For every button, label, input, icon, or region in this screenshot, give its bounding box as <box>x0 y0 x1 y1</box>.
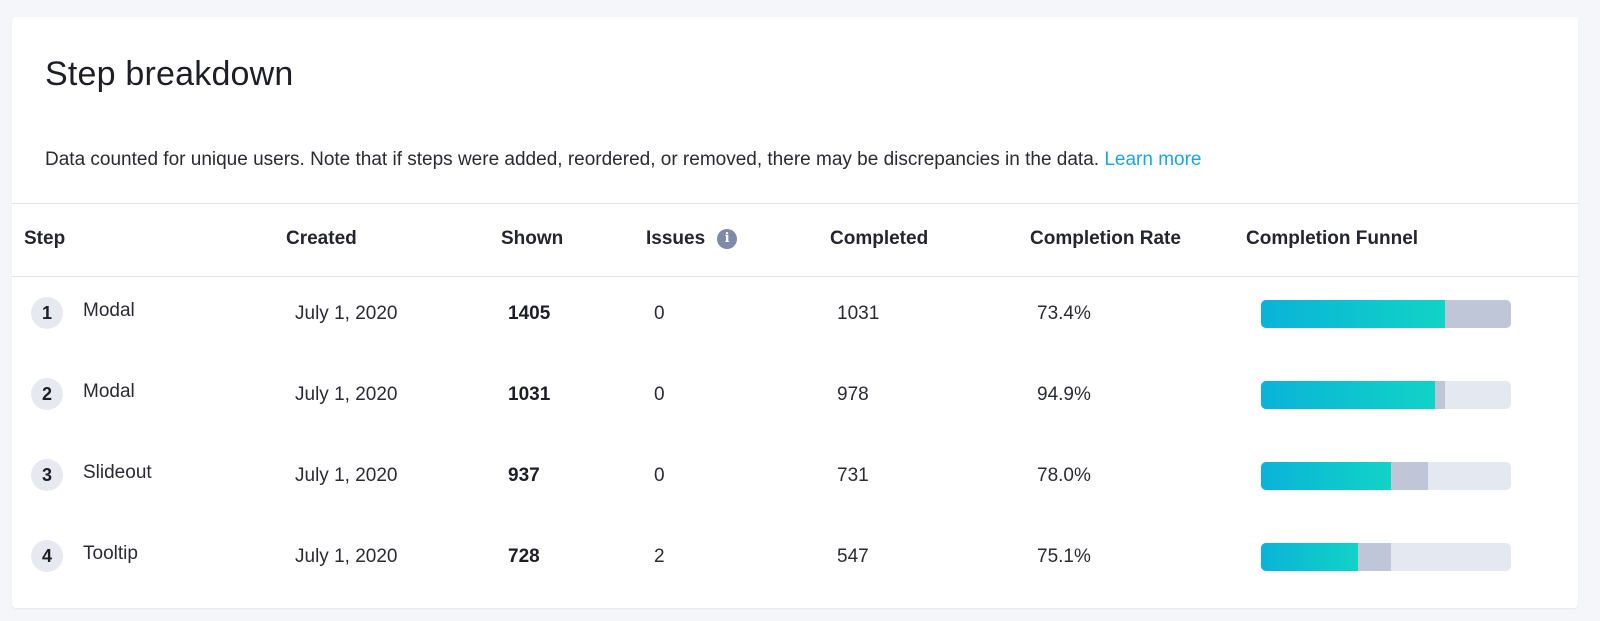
table-row[interactable]: 4 Tooltip July 1, 2020 728 2 547 75.1% <box>12 516 1578 597</box>
column-header-issues-label: Issues <box>646 228 706 249</box>
shown-count: 728 <box>508 546 540 567</box>
step-breakdown-card: Step breakdown Data counted for unique u… <box>12 17 1578 608</box>
created-date: July 1, 2020 <box>295 465 398 486</box>
page-title: Step breakdown <box>45 55 294 93</box>
created-date: July 1, 2020 <box>295 546 398 567</box>
step-name: Modal <box>83 300 135 321</box>
funnel-completed-segment <box>1261 462 1391 490</box>
funnel-completed-segment <box>1261 543 1359 571</box>
issues-count: 0 <box>654 384 665 405</box>
step-number-badge: 1 <box>31 297 63 329</box>
completed-count: 978 <box>837 384 869 405</box>
completion-funnel-bar <box>1261 381 1511 409</box>
description: Data counted for unique users. Note that… <box>45 149 1202 171</box>
info-icon[interactable]: i <box>717 229 738 249</box>
shown-count: 937 <box>508 465 540 486</box>
step-number-badge: 3 <box>31 459 63 491</box>
header-divider <box>12 276 1578 277</box>
learn-more-link[interactable]: Learn more <box>1104 149 1202 170</box>
column-header-created[interactable]: Created <box>286 228 357 249</box>
created-date: July 1, 2020 <box>295 303 398 324</box>
table-row[interactable]: 3 Slideout July 1, 2020 937 0 731 78.0% <box>12 435 1578 516</box>
table-row[interactable]: 2 Modal July 1, 2020 1031 0 978 94.9% <box>12 354 1578 435</box>
completed-count: 547 <box>837 546 869 567</box>
step-name: Slideout <box>83 462 152 483</box>
step-number-badge: 4 <box>31 540 63 572</box>
created-date: July 1, 2020 <box>295 384 398 405</box>
completion-rate: 75.1% <box>1037 546 1091 567</box>
column-header-completion-funnel: Completion Funnel <box>1246 228 1419 249</box>
completion-rate: 94.9% <box>1037 384 1091 405</box>
funnel-completed-segment <box>1261 381 1435 409</box>
step-name: Modal <box>83 381 135 402</box>
column-header-issues[interactable]: Issues i <box>646 228 738 250</box>
column-header-completion-rate[interactable]: Completion Rate <box>1030 228 1181 249</box>
table-row[interactable]: 1 Modal July 1, 2020 1405 0 1031 73.4% <box>12 273 1578 354</box>
completed-count: 1031 <box>837 303 880 324</box>
issues-count: 0 <box>654 303 665 324</box>
description-text: Data counted for unique users. Note that… <box>45 149 1100 170</box>
column-header-step[interactable]: Step <box>24 228 66 249</box>
column-header-shown[interactable]: Shown <box>501 228 564 249</box>
funnel-completed-segment <box>1261 300 1445 328</box>
issues-count: 2 <box>654 546 665 567</box>
step-number-badge: 2 <box>31 378 63 410</box>
completion-funnel-bar <box>1261 300 1511 328</box>
completion-funnel-bar <box>1261 543 1511 571</box>
completion-rate: 73.4% <box>1037 303 1091 324</box>
divider <box>12 203 1578 204</box>
column-header-completed[interactable]: Completed <box>830 228 929 249</box>
completed-count: 731 <box>837 465 869 486</box>
completion-funnel-bar <box>1261 462 1511 490</box>
shown-count: 1405 <box>508 303 551 324</box>
shown-count: 1031 <box>508 384 551 405</box>
step-name: Tooltip <box>83 543 138 564</box>
completion-rate: 78.0% <box>1037 465 1091 486</box>
issues-count: 0 <box>654 465 665 486</box>
